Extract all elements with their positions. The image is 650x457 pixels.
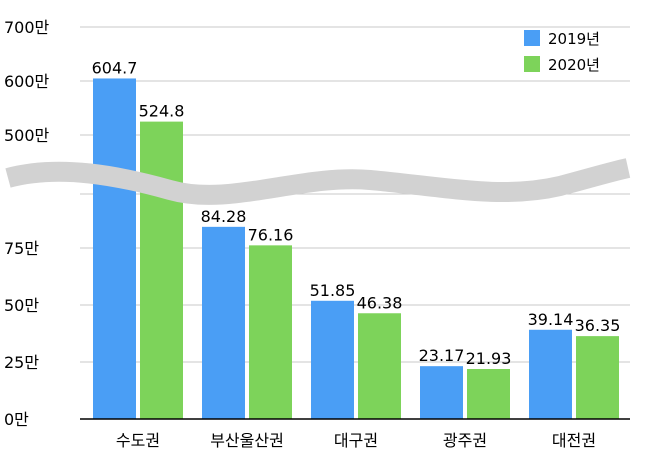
legend-swatch <box>524 30 540 46</box>
bar <box>529 329 572 419</box>
x-tick-label: 수도권 <box>116 431 160 450</box>
y-tick-label: 500만 <box>4 126 50 145</box>
bar <box>93 78 136 419</box>
value-label: 84.28 <box>201 207 247 226</box>
legend-label: 2019년 <box>548 30 600 48</box>
legend-swatch <box>524 56 540 72</box>
y-tick-labels: 0만 25만 50만 75만 500만 600만 700만 <box>4 18 50 429</box>
x-tick-label: 대구권 <box>334 431 378 450</box>
value-label: 36.35 <box>575 316 621 335</box>
x-tick-label: 광주권 <box>443 431 487 450</box>
value-label: 46.38 <box>357 293 403 312</box>
bar <box>467 368 510 419</box>
value-label: 604.7 <box>92 58 138 77</box>
y-tick-label: 600만 <box>4 72 50 91</box>
y-tick-label: 75만 <box>4 239 39 258</box>
bar <box>358 313 401 419</box>
x-tick-label: 부산울산권 <box>210 431 284 450</box>
value-label: 524.8 <box>139 102 185 121</box>
bars <box>93 78 619 419</box>
bar <box>420 366 463 419</box>
value-label: 21.93 <box>466 349 512 368</box>
bar <box>311 300 354 419</box>
value-label: 39.14 <box>528 310 574 329</box>
value-label: 76.16 <box>248 225 294 244</box>
axis-break-band <box>5 158 631 205</box>
y-tick-label: 50만 <box>4 296 39 315</box>
legend-label: 2020년 <box>548 56 600 74</box>
value-label: 51.85 <box>310 281 356 300</box>
y-tick-label: 700만 <box>4 18 50 37</box>
bar <box>140 121 183 419</box>
axis-break <box>5 158 631 205</box>
value-label: 23.17 <box>419 346 465 365</box>
y-tick-label: 25만 <box>4 353 39 372</box>
bar <box>249 245 292 419</box>
x-tick-labels: 수도권 부산울산권 대구권 광주권 대전권 <box>116 431 596 450</box>
legend: 2019년 2020년 <box>524 30 600 74</box>
bar <box>202 226 245 419</box>
y-tick-label: 0만 <box>4 410 29 429</box>
bar <box>576 336 619 419</box>
x-tick-label: 대전권 <box>552 431 596 450</box>
